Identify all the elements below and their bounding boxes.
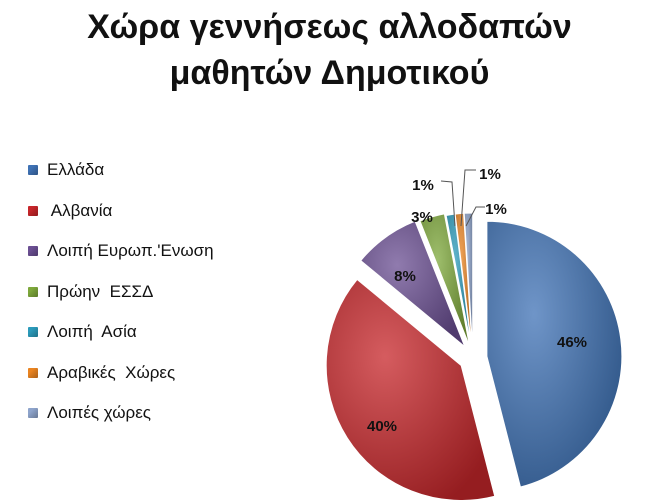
- chart-title-line-2: μαθητών Δημοτικού: [169, 54, 490, 92]
- legend-swatch: [28, 246, 38, 257]
- legend-item: Λοιπές χώρες: [28, 393, 214, 434]
- leader-line: [465, 206, 485, 227]
- leader-line: [460, 169, 476, 227]
- pie-slice: [486, 220, 623, 488]
- legend: Ελλάδα Αλβανία Λοιπή Ευρωπ.'Ενωση Πρώην ΕΣ…: [28, 150, 214, 434]
- pie-data-labels: 46% 40% 8% 3% 1% 1% 1%: [367, 166, 587, 435]
- legend-swatch: [28, 408, 38, 419]
- legend-item: Ελλάδα: [28, 150, 214, 191]
- pie-slice: [325, 278, 496, 500]
- pie-slice: [419, 213, 471, 347]
- legend-swatch: [28, 205, 38, 216]
- legend-item: Αλβανία: [28, 191, 214, 232]
- data-label: 46%: [557, 334, 587, 351]
- pie-slice: [360, 220, 466, 348]
- pie-leader-lines: [440, 169, 485, 227]
- legend-label: Λοιπή Ασία: [47, 322, 137, 342]
- legend-label: Λοιπή Ευρωπ.'Ενωση: [47, 241, 214, 261]
- legend-item: Πρώην ΕΣΣΔ: [28, 272, 214, 313]
- legend-swatch: [28, 165, 38, 176]
- pie-slice: [454, 212, 473, 349]
- legend-item: Λοιπή Ασία: [28, 312, 214, 353]
- data-label: 40%: [367, 418, 397, 435]
- legend-item: Λοιπή Ευρωπ.'Ενωση: [28, 231, 214, 272]
- data-label: 8%: [394, 268, 416, 285]
- pie-slices: [325, 212, 623, 500]
- data-label: 1%: [412, 177, 434, 194]
- legend-label: Αλβανία: [47, 200, 113, 220]
- legend-swatch: [28, 367, 38, 378]
- legend-label: Πρώην ΕΣΣΔ: [47, 281, 154, 301]
- legend-item: Αραβικές Χώρες: [28, 353, 214, 394]
- legend-label: Λοιπές χώρες: [47, 403, 151, 423]
- legend-label: Ελλάδα: [47, 160, 105, 180]
- legend-swatch: [28, 327, 38, 338]
- data-label: 1%: [479, 166, 501, 183]
- chart-title-line-1: Χώρα γεννήσεως αλλοδαπών: [87, 8, 572, 46]
- legend-swatch: [28, 286, 38, 297]
- legend-label: Αραβικές Χώρες: [47, 362, 176, 382]
- leader-line: [440, 180, 456, 227]
- data-label: 1%: [485, 201, 507, 218]
- data-label: 3%: [411, 209, 433, 226]
- chart-title: Χώρα γεννήσεως αλλοδαπών μαθητών Δημοτικ…: [0, 4, 659, 96]
